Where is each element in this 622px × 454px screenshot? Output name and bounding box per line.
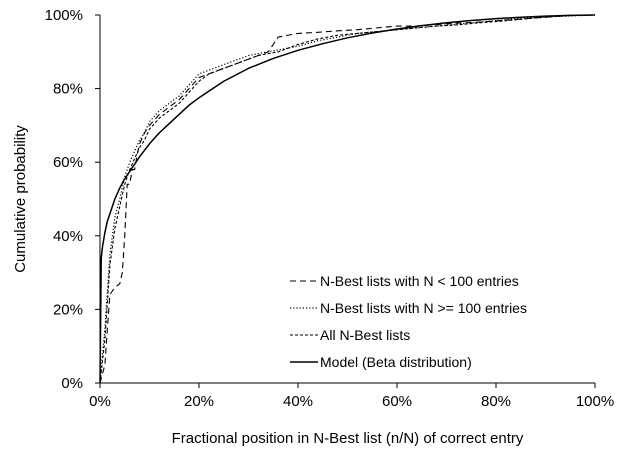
y-tick-label: 20%	[53, 301, 83, 318]
x-ticks: 0% 20% 40% 60% 80% 100%	[89, 383, 614, 410]
series-line-1	[99, 14, 595, 384]
y-tick-label: 100%	[45, 7, 83, 24]
series-line-2	[99, 14, 596, 384]
x-tick-label: 40%	[283, 393, 313, 410]
y-tick-label: 40%	[53, 228, 83, 245]
y-ticks: 0% 20% 40% 60% 80% 100%	[45, 7, 100, 392]
plot-area: 0% 20% 40% 60% 80% 100% 0% 20% 40% 60% 80% 100%	[45, 7, 615, 410]
legend-label-1: N-Best lists with N < 100 entries	[320, 273, 519, 289]
legend: N-Best lists with N < 100 entries N-Best …	[290, 273, 527, 370]
legend-label-3: All N-Best lists	[320, 327, 410, 343]
x-tick-label: 20%	[184, 393, 214, 410]
y-axis-title: Cumulative probability	[12, 125, 29, 273]
y-tick-label: 80%	[53, 81, 83, 98]
x-tick-label: 80%	[481, 393, 511, 410]
legend-label-4: Model (Beta distribution)	[320, 354, 472, 370]
x-axis-title: Fractional position in N-Best list (n/N)…	[172, 430, 524, 447]
legend-label-2: N-Best lists with N >= 100 entries	[320, 300, 527, 316]
y-tick-label: 0%	[61, 375, 83, 392]
series-line-4	[99, 14, 596, 384]
x-tick-label: 100%	[576, 393, 614, 410]
series-line-3	[99, 14, 596, 384]
series-lines	[99, 14, 596, 384]
y-tick-label: 60%	[53, 154, 83, 171]
x-tick-label: 60%	[382, 393, 412, 410]
x-tick-label: 0%	[89, 393, 111, 410]
